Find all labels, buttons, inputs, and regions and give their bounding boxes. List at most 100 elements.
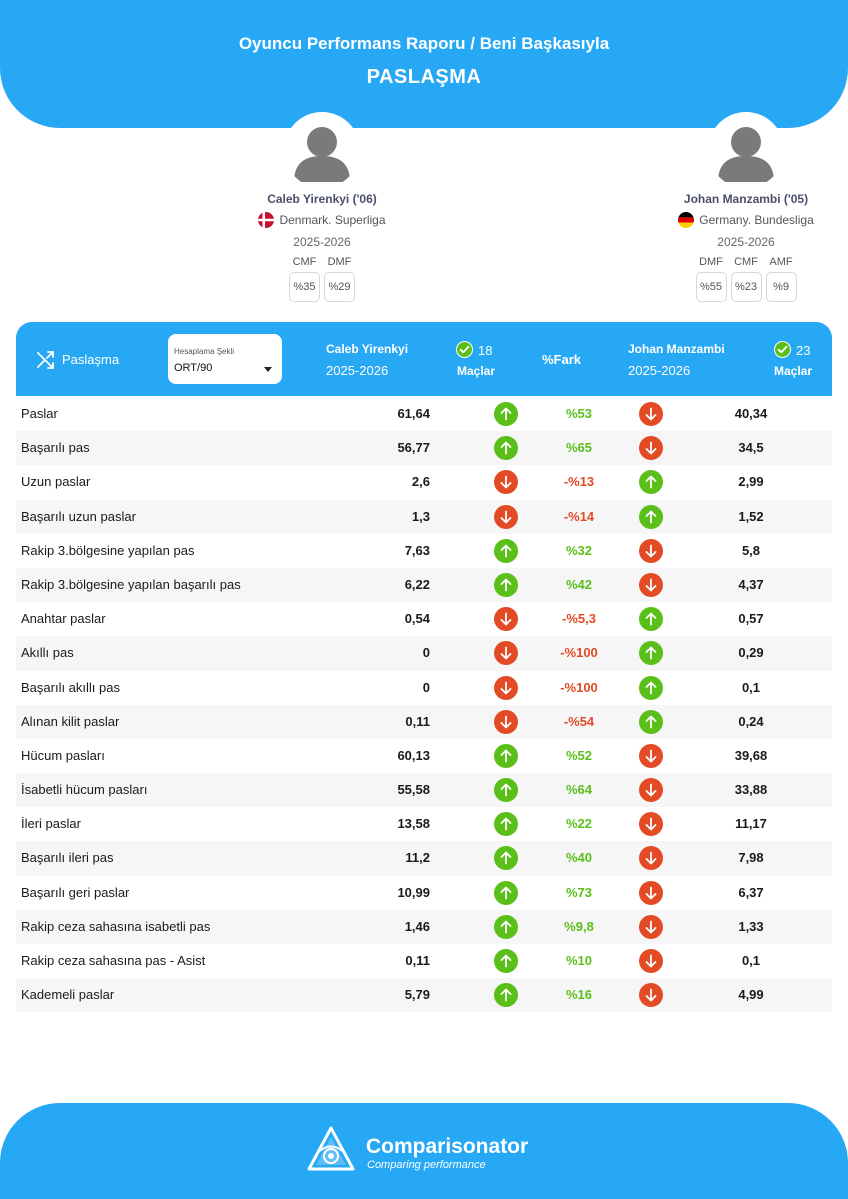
arrow-down-icon bbox=[494, 504, 518, 529]
stat-label: Rakip ceza sahasına pas - Asist bbox=[21, 953, 206, 968]
stat-label: Hücum pasları bbox=[21, 747, 105, 763]
arrow-up-icon bbox=[494, 846, 518, 871]
player1-league: Denmark. Superliga bbox=[222, 211, 422, 229]
diff-percent: -%100 bbox=[560, 679, 598, 695]
position-item: CMF %23 bbox=[730, 255, 762, 302]
stat-label: Akıllı pas bbox=[21, 645, 74, 661]
table-row: İsabetli hücum pasları 55,58 %64 33,88 bbox=[16, 773, 832, 808]
report-header: Oyuncu Performans Raporu / Beni Başkasıy… bbox=[0, 0, 848, 128]
arrow-down-icon bbox=[494, 607, 518, 632]
p2-match-count: 23 bbox=[796, 343, 811, 358]
arrow-up-icon bbox=[494, 778, 518, 803]
p2-value: 5,8 bbox=[741, 542, 761, 558]
player1-positions: CMF %35 DMF %29 bbox=[222, 255, 422, 302]
arrow-down-icon bbox=[639, 983, 663, 1008]
table-row: Başarılı ileri pas 11,2 %40 7,98 bbox=[16, 841, 832, 876]
table-row: Paslar 61,64 %53 40,34 bbox=[16, 397, 832, 431]
position-item: DMF %55 bbox=[695, 255, 727, 302]
arrow-up-icon bbox=[639, 709, 663, 734]
diff-percent: %9,8 bbox=[564, 918, 594, 934]
table-row: Başarılı uzun paslar 1,3 -%14 1,52 bbox=[16, 499, 832, 534]
arrow-down-icon bbox=[494, 470, 518, 495]
p1-value: 2,6 bbox=[411, 474, 430, 490]
player2-positions: DMF %55 CMF %23 AMF %9 bbox=[646, 255, 846, 302]
player1-name: Caleb Yirenkyi ('06) bbox=[267, 192, 377, 206]
stat-label: Başarılı geri paslar bbox=[21, 884, 130, 900]
diff-percent: -%5,3 bbox=[562, 611, 596, 627]
p1-value: 0,54 bbox=[404, 611, 430, 627]
check-circle-icon bbox=[456, 341, 473, 363]
arrow-down-icon bbox=[639, 880, 663, 905]
arrow-down-icon bbox=[639, 846, 663, 871]
arrow-down-icon bbox=[639, 572, 663, 597]
denmark-flag-icon bbox=[258, 212, 275, 228]
p2-value: 6,37 bbox=[738, 884, 764, 900]
p1-value: 1,46 bbox=[404, 918, 430, 934]
calculation-method-select[interactable]: Hesaplama Şekli ORT/90 bbox=[168, 334, 282, 384]
p2-matches-label: Maçlar bbox=[774, 364, 813, 378]
stat-label: Uzun paslar bbox=[21, 474, 91, 490]
p1-value: 0,11 bbox=[405, 953, 430, 968]
brand-tagline: Comparing performance bbox=[367, 1159, 486, 1171]
player2-season: 2025-2026 bbox=[717, 235, 775, 249]
diff-percent: %22 bbox=[565, 816, 593, 832]
stat-label: Başarılı akıllı pas bbox=[21, 679, 120, 695]
player2-card: Johan Manzambi ('05) Germany. Bundesliga… bbox=[646, 112, 846, 302]
p2-value: 33,88 bbox=[734, 782, 768, 798]
stat-label: İsabetli hücum pasları bbox=[21, 782, 148, 798]
p1-value: 61,64 bbox=[397, 406, 430, 421]
diff-percent: %42 bbox=[565, 576, 593, 592]
p1-value: 60,13 bbox=[397, 747, 430, 763]
p2-value: 0,29 bbox=[738, 645, 764, 661]
arrow-down-icon bbox=[639, 949, 663, 973]
diff-percent: %53 bbox=[565, 406, 593, 421]
diff-percent: %52 bbox=[565, 747, 593, 763]
arrow-down-icon bbox=[494, 675, 518, 700]
table-row: Rakip ceza sahasına isabetli pas 1,46 %9,8… bbox=[16, 909, 832, 944]
p1-column-name: Caleb Yirenkyi bbox=[326, 342, 409, 356]
diff-percent: %64 bbox=[565, 782, 593, 798]
p2-value: 39,68 bbox=[734, 747, 768, 763]
arrow-up-icon bbox=[639, 504, 663, 529]
position-label: CMF bbox=[734, 256, 758, 268]
p1-value: 55,58 bbox=[397, 782, 430, 798]
position-label: DMF bbox=[327, 256, 352, 268]
table-row: Anahtar paslar 0,54 -%5,3 0,57 bbox=[16, 602, 832, 636]
p2-value: 0,24 bbox=[738, 713, 764, 729]
arrow-up-icon bbox=[494, 402, 518, 426]
diff-percent: -%54 bbox=[563, 713, 595, 729]
p2-value: 0,1 bbox=[741, 679, 761, 695]
report-title: Oyuncu Performans Raporu / Beni Başkasıy… bbox=[238, 34, 610, 53]
position-item: AMF %9 bbox=[765, 255, 797, 302]
p2-value: 34,5 bbox=[738, 440, 764, 456]
position-label: AMF bbox=[769, 256, 793, 268]
table-row: Hücum pasları 60,13 %52 39,68 bbox=[16, 739, 832, 773]
player1-league-label: Denmark. Superliga bbox=[279, 213, 386, 227]
table-row: Rakip ceza sahasına pas - Asist 0,11 %10 0,… bbox=[16, 944, 832, 978]
diff-percent: %73 bbox=[565, 884, 593, 900]
p1-value: 7,63 bbox=[404, 542, 430, 558]
table-row: Başarılı geri paslar 10,99 %73 6,37 bbox=[16, 876, 832, 910]
position-item: DMF %29 bbox=[324, 255, 355, 302]
stat-label: Paslar bbox=[21, 406, 58, 421]
arrow-down-icon bbox=[639, 436, 663, 461]
comparisonator-logo-icon bbox=[306, 1125, 356, 1180]
category-label: Paslaşma bbox=[62, 352, 120, 367]
calc-label: Hesaplama Şekli bbox=[174, 347, 235, 356]
p2-value: 2,99 bbox=[738, 474, 764, 490]
diff-percent: -%14 bbox=[563, 508, 595, 524]
arrow-up-icon bbox=[494, 914, 518, 939]
p1-value: 0,11 bbox=[405, 713, 430, 729]
arrow-up-icon bbox=[494, 983, 518, 1008]
p2-value: 0,1 bbox=[741, 953, 761, 968]
calc-value: ORT/90 bbox=[174, 362, 213, 374]
brand-name: Comparisonator bbox=[366, 1135, 529, 1158]
player1-season: 2025-2026 bbox=[293, 235, 351, 249]
player2-name: Johan Manzambi ('05) bbox=[683, 192, 809, 206]
table-header: Paslaşma Hesaplama Şekli ORT/90 Caleb Yi… bbox=[16, 322, 832, 396]
arrow-down-icon bbox=[494, 709, 518, 734]
table-row: İleri paslar 13,58 %22 11,17 bbox=[16, 807, 832, 841]
position-value: %55 bbox=[695, 272, 727, 302]
arrow-up-icon bbox=[639, 675, 663, 700]
p1-match-count: 18 bbox=[478, 343, 493, 358]
